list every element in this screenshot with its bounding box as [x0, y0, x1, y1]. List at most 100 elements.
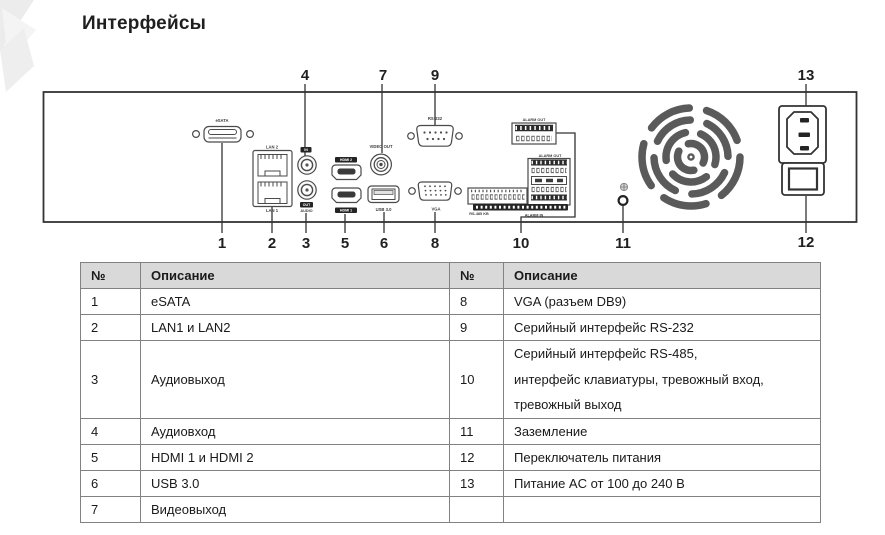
corner-watermark: [0, 0, 36, 92]
header-desc-right: Описание: [503, 262, 821, 289]
cell-desc: Переключатель питания: [503, 444, 821, 471]
table-row: 3 Аудиовыход 10 Серийный интерфейс RS-48…: [80, 340, 821, 419]
cell-desc: Питание AC от 100 до 240 В: [503, 470, 821, 497]
table-row: 6 USB 3.0 13 Питание AC от 100 до 240 В: [80, 470, 821, 497]
rj45-lan1: [257, 181, 288, 204]
cell-num: 11: [449, 418, 504, 445]
cell-num: 8: [449, 288, 504, 315]
header-desc-left: Описание: [140, 262, 450, 289]
callout-number-2: 2: [268, 235, 276, 252]
rs232-label: RS-232: [428, 116, 443, 121]
cell-desc: HDMI 1 и HDMI 2: [140, 444, 450, 471]
cell-num: 2: [80, 314, 141, 341]
video-out-label: VIDEO OUT: [369, 144, 392, 149]
cell-desc: USB 3.0: [140, 470, 450, 497]
callout-number-7: 7: [379, 67, 387, 84]
rj45-lan2: [257, 154, 288, 177]
bnc-video-out: VIDEO OUT: [369, 144, 393, 176]
cell-num: 7: [80, 496, 141, 523]
cell-num: 1: [80, 288, 141, 315]
cell-desc: Серийный интерфейс RS-232: [503, 314, 821, 341]
usb3-port: USB 3.0: [367, 185, 400, 212]
cell-num: 9: [449, 314, 504, 341]
cell-num: 4: [80, 418, 141, 445]
audio-in-tag: IN: [304, 148, 308, 152]
cell-desc: Аудиовыход: [140, 340, 450, 419]
audio-label: AUDIO: [300, 209, 312, 213]
cell-desc: Аудиовход: [140, 418, 450, 445]
callout-number-5: 5: [341, 235, 349, 252]
ground-terminal: [617, 195, 629, 207]
ground-screw-icon: [619, 182, 629, 192]
cell-desc: eSATA: [140, 288, 450, 315]
interfaces-table: № Описание № Описание 1 eSATA 8 VGA (раз…: [80, 262, 821, 523]
fan-grille: [638, 104, 744, 210]
header-num-right: №: [449, 262, 504, 289]
callout-number-12: 12: [798, 234, 815, 251]
alarm-out-top-label: ALARM OUT: [523, 118, 546, 122]
cell-desc: Заземление: [503, 418, 821, 445]
callout-number-8: 8: [431, 235, 439, 252]
vga-db15: VGA: [408, 181, 462, 212]
device-panel-outline: [42, 91, 858, 223]
esata-label: eSATA: [215, 118, 228, 123]
table-header-row: № Описание № Описание: [80, 262, 821, 289]
alarm-out-mid-label: ALARM OUT: [539, 154, 562, 158]
cell-desc: Серийный интерфейс RS-485, интерфейс кла…: [503, 340, 821, 419]
alarm-io-terminal-block: ALARM OUT: [527, 154, 571, 206]
lan-port-block: LAN 2 LAN 1: [252, 145, 293, 213]
lan2-label: LAN 2: [266, 145, 279, 150]
hdmi2-tag: HDMI 2: [340, 158, 352, 162]
rs485-label: RS-485 KB: [469, 212, 489, 216]
hdmi1-port: HDMI 1: [331, 187, 362, 213]
cell-num: [449, 496, 504, 523]
callout-number-10: 10: [513, 235, 530, 252]
screw-icon: [246, 130, 255, 139]
table-row: 1 eSATA 8 VGA (разъем DB9): [80, 288, 821, 315]
callout-number-6: 6: [380, 235, 388, 252]
callout-number-4: 4: [301, 67, 310, 84]
rs232-db9: RS-232: [407, 116, 463, 147]
audio-out-tag: OUT: [303, 203, 311, 207]
screw-icon: [192, 130, 201, 139]
screw-icon: [407, 132, 415, 140]
cell-num: 6: [80, 470, 141, 497]
power-switch: [781, 162, 825, 196]
hdmi2-port: HDMI 2: [331, 157, 362, 181]
page-title: Интерфейсы: [82, 13, 207, 34]
esata-port: eSATA: [192, 118, 255, 143]
callout-number-3: 3: [302, 235, 310, 252]
alarm-in-strip: [473, 204, 568, 211]
usb3-label: USB 3.0: [376, 207, 392, 212]
alarm-out-top-block: ALARM OUT: [511, 118, 557, 145]
cell-num: 12: [449, 444, 504, 471]
screw-icon: [454, 187, 462, 195]
hdmi1-tag: HDMI 1: [340, 209, 352, 213]
header-num-left: №: [80, 262, 141, 289]
cell-desc: [503, 496, 821, 523]
ac-power-inlet: [778, 105, 827, 164]
callout-number-9: 9: [431, 67, 439, 84]
cell-desc: LAN1 и LAN2: [140, 314, 450, 341]
table-row: 5 HDMI 1 и HDMI 2 12 Переключатель питан…: [80, 444, 821, 471]
table-row: 7 Видеовыход: [80, 496, 821, 523]
callout-number-11: 11: [615, 235, 631, 252]
cell-num: 13: [449, 470, 504, 497]
table-row: 4 Аудиовход 11 Заземление: [80, 418, 821, 445]
rear-panel-diagram: eSATA LAN 2 LAN 1 IN: [0, 0, 858, 252]
alarm-in-label: ALARM IN: [525, 214, 544, 218]
callout-bracket-10: [520, 132, 576, 233]
vga-label: VGA: [431, 207, 440, 212]
rs485-terminal-block: RS-485 KB ALARM IN: [467, 187, 568, 218]
cell-desc: Видеовыход: [140, 496, 450, 523]
cell-desc: VGA (разъем DB9): [503, 288, 821, 315]
callout-number-13: 13: [798, 67, 815, 84]
callout-lines: [221, 84, 807, 233]
lan1-label: LAN 1: [266, 208, 279, 213]
screw-icon: [455, 132, 463, 140]
cell-num: 10: [449, 340, 504, 419]
screw-icon: [408, 187, 416, 195]
cell-num: 3: [80, 340, 141, 419]
audio-out-jack: OUT AUDIO: [297, 180, 317, 213]
table-row: 2 LAN1 и LAN2 9 Серийный интерфейс RS-23…: [80, 314, 821, 341]
